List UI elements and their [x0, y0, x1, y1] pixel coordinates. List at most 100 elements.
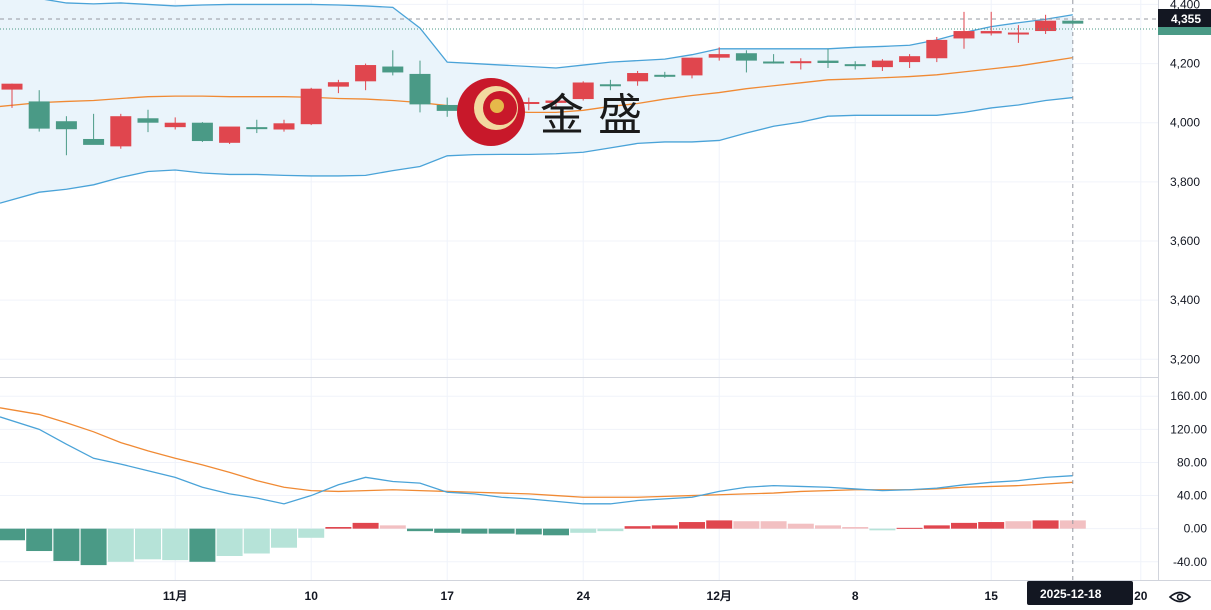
candle-body: [735, 53, 757, 61]
macd-histogram-bar: [271, 528, 297, 548]
candle: [1035, 14, 1057, 35]
candle: [599, 79, 621, 91]
candle: [28, 90, 50, 132]
macd-histogram-bar: [733, 521, 760, 529]
candle: [681, 57, 703, 79]
last-price-tag: 4,355: [1158, 9, 1211, 35]
bollinger-band: [0, 0, 1073, 204]
candle: [545, 99, 567, 108]
macd-histogram-bar: [189, 528, 216, 562]
candle-body: [763, 61, 785, 64]
macd-histogram-bar: [896, 527, 923, 529]
candle-body: [899, 56, 921, 63]
price-tick-label: 3,600: [1170, 234, 1200, 248]
price-axis: 4,400 4,200 4,000 3,800 3,600 3,400 3,200: [1170, 0, 1200, 366]
candle-body: [518, 102, 540, 105]
candle: [1, 83, 23, 108]
candle-body: [219, 126, 241, 143]
macd-pane: [0, 407, 1086, 566]
bollinger-fill: [0, 0, 1073, 204]
candle: [327, 79, 349, 94]
macd-histogram-bar: [923, 525, 950, 529]
macd-histogram-bar: [543, 528, 569, 536]
macd-tick-label: -40.00: [1173, 555, 1207, 569]
last-price-label: 4,355: [1171, 12, 1201, 26]
macd-tick-label: 80.00: [1177, 455, 1207, 469]
candle: [763, 54, 785, 64]
candle: [708, 47, 730, 61]
price-tick-label: 4,000: [1170, 116, 1200, 130]
candle-body: [327, 82, 349, 87]
candle-body: [654, 74, 676, 77]
watermark-text: 金 盛: [540, 90, 642, 141]
macd-histogram-bar: [407, 528, 433, 532]
candle-body: [409, 73, 431, 105]
candle-body: [980, 31, 1002, 34]
watermark-logo: 金 盛: [457, 78, 642, 146]
macd-histogram-bar: [679, 522, 705, 529]
candle: [899, 54, 921, 69]
candle: [844, 61, 866, 70]
price-tick-label: 4,200: [1170, 57, 1200, 71]
candle: [436, 97, 458, 117]
price-tick-label: 3,400: [1170, 293, 1200, 307]
time-tick-label: 15: [985, 589, 999, 603]
macd-histogram-bar: [461, 528, 488, 534]
macd-histogram-bar: [0, 528, 25, 541]
crosshair: [0, 0, 1158, 580]
candle-body: [953, 31, 975, 39]
macd-histogram-bar: [515, 528, 542, 535]
candle-body: [1007, 32, 1029, 35]
candle: [355, 63, 377, 91]
time-tick-label: 12月: [707, 589, 732, 603]
candle: [219, 126, 241, 144]
candle-body: [300, 88, 322, 125]
macd-line: [0, 416, 1073, 505]
candle: [627, 70, 649, 86]
macd-histogram-bar: [951, 522, 977, 529]
macd-tick-label: 160.00: [1170, 389, 1207, 403]
candle-body: [627, 73, 649, 82]
candle: [871, 59, 893, 71]
candle-body: [436, 104, 458, 111]
crosshair-date-label: 2025-12-18: [1040, 587, 1102, 601]
candle-body: [926, 39, 948, 59]
macd-histogram-bar: [135, 528, 161, 560]
price-tick-label: 3,800: [1170, 175, 1200, 189]
candle: [953, 11, 975, 49]
time-tick-label: 24: [577, 589, 591, 603]
macd-histogram-bar: [706, 520, 733, 529]
macd-histogram-bar: [570, 528, 597, 533]
candle: [1007, 25, 1029, 43]
macd-histogram-bar: [434, 528, 461, 533]
candle: [55, 116, 77, 156]
candle-body: [708, 54, 730, 58]
candle-body: [382, 66, 404, 73]
candle: [83, 113, 105, 145]
candle-body: [28, 101, 50, 129]
macd-histogram-bar: [978, 522, 1005, 529]
macd-histogram-bar: [1059, 520, 1086, 529]
candle-body: [83, 138, 105, 145]
candle-body: [599, 84, 621, 87]
macd-histogram-bar: [243, 528, 270, 554]
macd-histogram-bar: [379, 525, 406, 529]
crosshair-date-tag: 2025-12-18: [1027, 581, 1133, 605]
macd-histogram-bar: [107, 528, 134, 562]
candle: [164, 117, 186, 130]
macd-tick-label: 120.00: [1170, 422, 1207, 436]
macd-histogram-bar: [53, 528, 80, 561]
candle-body: [246, 127, 268, 130]
time-tick-label: 20: [1134, 589, 1148, 603]
time-axis: 11月 10 17 24 12月 8 15 20: [163, 589, 1148, 603]
candle: [817, 48, 839, 69]
candle-body: [1, 83, 23, 90]
candle-body: [55, 121, 77, 130]
candle: [110, 113, 132, 149]
macd-tick-label: 0.00: [1184, 522, 1208, 536]
candle-body: [1062, 20, 1084, 24]
settings-eye-icon[interactable]: [1163, 584, 1211, 610]
candle: [246, 119, 268, 134]
candle-body: [110, 116, 132, 147]
